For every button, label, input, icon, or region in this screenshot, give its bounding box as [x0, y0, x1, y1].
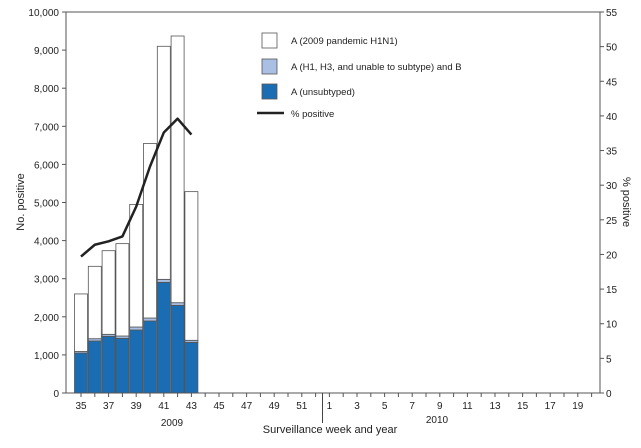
y-tick-label: 5,000 — [34, 199, 59, 210]
x-tick-label: 3 — [354, 401, 360, 412]
bar-segment-a-h1-h3-and-unable-to-subtype-and-b-week-40 — [144, 318, 157, 321]
y2-tick-label: 20 — [606, 250, 618, 261]
bar-segment-a-unsubtyped--week-35 — [75, 353, 88, 393]
x-tick-label: 13 — [489, 401, 501, 412]
y2-tick-label: 45 — [606, 77, 618, 88]
y2-tick-label: 40 — [606, 112, 618, 123]
y-tick-label: 0 — [53, 389, 59, 400]
bar-segment-a-2009-pandemic-h1n1--week-35 — [75, 294, 88, 352]
bar-segment-a-h1-h3-and-unable-to-subtype-and-b-week-42 — [171, 303, 184, 306]
x-tick-label: 35 — [75, 401, 87, 412]
y-tick-label: 3,000 — [34, 275, 59, 286]
y2-tick-label: 35 — [606, 147, 618, 158]
x-tick-label: 17 — [545, 401, 557, 412]
x-tick-label: 37 — [103, 401, 115, 412]
bar-segment-a-unsubtyped--week-39 — [130, 330, 143, 393]
y2-tick-label: 25 — [606, 216, 618, 227]
bar-segment-a-2009-pandemic-h1n1--week-37 — [102, 251, 115, 335]
y2-tick-label: 0 — [606, 389, 612, 400]
x-tick-label: 7 — [409, 401, 415, 412]
y-tick-label: 7,000 — [34, 122, 59, 133]
bar-segment-a-2009-pandemic-h1n1--week-38 — [116, 244, 129, 336]
legend-label: A (unsubtyped) — [291, 87, 355, 98]
y-tick-label: 1,000 — [34, 351, 59, 362]
x-tick-label: 11 — [462, 401, 473, 412]
y-tick-label: 2,000 — [34, 313, 59, 324]
bar-segment-a-2009-pandemic-h1n1--week-39 — [130, 204, 143, 327]
y-tick-label: 4,000 — [34, 237, 59, 248]
y-tick-label: 8,000 — [34, 84, 59, 95]
y2-tick-label: 10 — [606, 320, 618, 331]
x-tick-label: 51 — [296, 401, 308, 412]
bar-segment-a-2009-pandemic-h1n1--week-36 — [88, 266, 101, 338]
bar-segment-a-unsubtyped--week-42 — [171, 305, 184, 393]
legend-label: A (2009 pandemic H1N1) — [291, 36, 398, 47]
x-tick-label: 1 — [327, 401, 333, 412]
bar-segment-a-unsubtyped--week-43 — [185, 342, 198, 393]
legend-swatch — [262, 33, 277, 48]
y-tick-label: 10,000 — [28, 8, 59, 19]
bar-segment-a-2009-pandemic-h1n1--week-43 — [185, 192, 198, 341]
bar-segment-a-h1-h3-and-unable-to-subtype-and-b-week-39 — [130, 327, 143, 330]
x-tick-label: 45 — [213, 401, 225, 412]
y-tick-label: 9,000 — [34, 46, 59, 57]
bar-segment-a-h1-h3-and-unable-to-subtype-and-b-week-41 — [157, 279, 170, 282]
x-tick-label: 19 — [572, 401, 584, 412]
x-tick-label: 5 — [382, 401, 388, 412]
legend-swatch — [262, 59, 277, 74]
y2-tick-label: 15 — [606, 285, 618, 296]
y2-tick-label: 5 — [606, 354, 612, 365]
legend-label: % positive — [291, 109, 334, 120]
bar-segment-a-unsubtyped--week-40 — [144, 321, 157, 393]
x-tick-label: 41 — [158, 401, 170, 412]
bar-segment-a-unsubtyped--week-37 — [102, 336, 115, 393]
x-tick-label: 9 — [437, 401, 443, 412]
year-label-2009: 2009 — [161, 418, 184, 429]
y2-tick-label: 55 — [606, 8, 618, 19]
bar-segment-a-2009-pandemic-h1n1--week-42 — [171, 36, 184, 303]
x-tick-label: 43 — [186, 401, 198, 412]
y2-tick-label: 50 — [606, 43, 618, 54]
bar-segment-a-2009-pandemic-h1n1--week-41 — [157, 46, 170, 279]
bar-segment-a-unsubtyped--week-38 — [116, 338, 129, 393]
y-axis-label: No. positive — [15, 173, 27, 230]
bar-segment-a-unsubtyped--week-41 — [157, 282, 170, 393]
bar-segment-a-unsubtyped--week-36 — [88, 341, 101, 393]
x-tick-label: 47 — [241, 401, 253, 412]
y2-tick-label: 30 — [606, 181, 618, 192]
x-tick-label: 39 — [131, 401, 143, 412]
legend-label: A (H1, H3, and unable to subtype) and B — [291, 62, 462, 73]
year-label-2010: 2010 — [426, 415, 449, 426]
x-axis-label: Surveillance week and year — [263, 424, 398, 436]
y2-axis-label: % positive — [620, 177, 632, 227]
x-tick-label: 15 — [517, 401, 529, 412]
y-tick-label: 6,000 — [34, 160, 59, 171]
legend-swatch — [262, 84, 277, 99]
x-tick-label: 49 — [269, 401, 281, 412]
